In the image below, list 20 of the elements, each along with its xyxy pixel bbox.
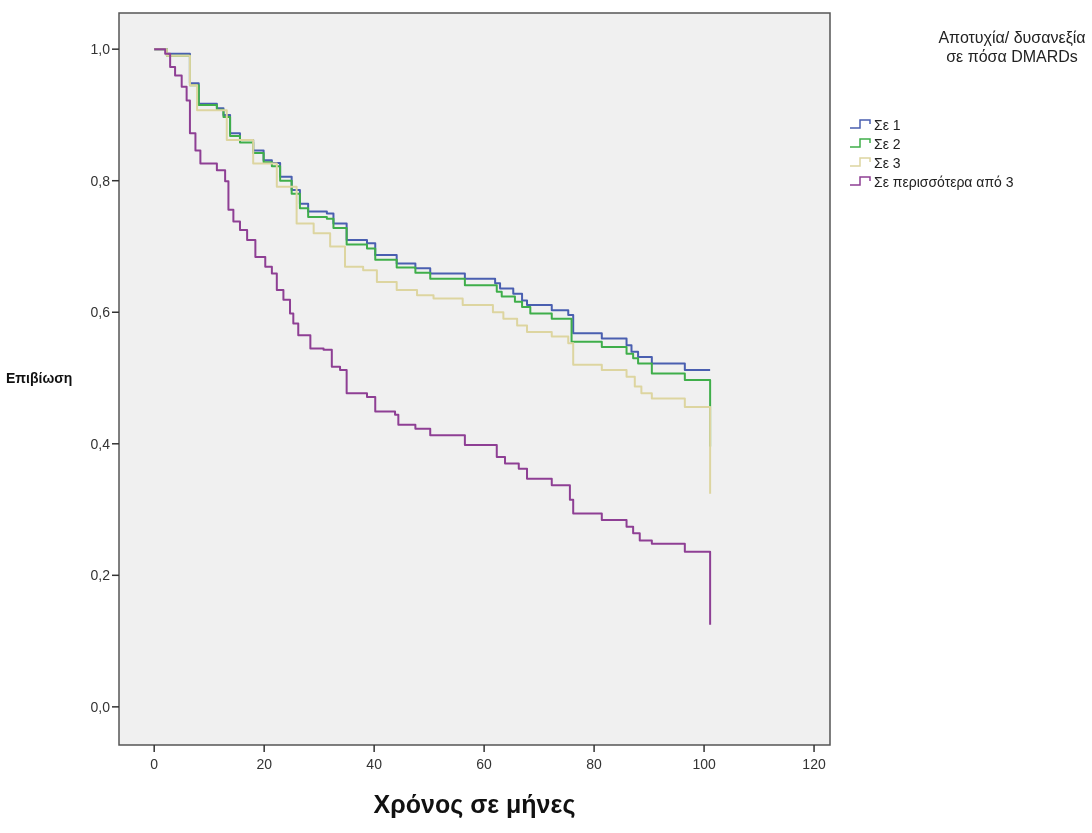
legend-label: Σε 1 — [874, 117, 901, 133]
y-tick-label: 0,4 — [90, 435, 111, 452]
x-axis-title: Χρόνος σε μήνες — [373, 790, 576, 819]
y-axis-title: Επιβίωση — [6, 370, 73, 387]
legend-label: Σε 2 — [874, 136, 901, 152]
legend-title: Αποτυχία/ δυσανεξία σε πόσα DMARDs — [938, 29, 1086, 65]
y-tick-label: 0,6 — [90, 304, 111, 321]
legend-label: Σε περισσότερα από 3 — [874, 174, 1014, 190]
legend-label: Σε 3 — [874, 155, 901, 171]
y-tick-label: 1,0 — [90, 41, 111, 58]
y-tick-label: 0,0 — [90, 698, 111, 715]
y-tick-label: 0,2 — [90, 567, 111, 584]
y-tick-label: 0,8 — [90, 172, 111, 189]
x-tick-label: 0 — [150, 756, 159, 772]
x-tick-label: 20 — [256, 756, 273, 772]
x-tick-label: 40 — [366, 756, 383, 772]
x-tick-label: 60 — [476, 756, 493, 772]
x-tick-label: 80 — [586, 756, 603, 772]
x-tick-label: 100 — [692, 756, 716, 772]
x-tick-label: 120 — [802, 756, 826, 772]
